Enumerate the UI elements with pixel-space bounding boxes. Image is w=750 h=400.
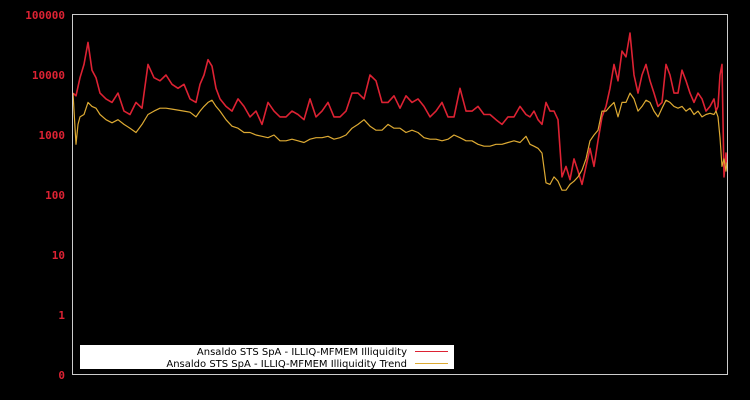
series-illiquidity-line <box>72 32 728 186</box>
legend-box <box>80 345 454 369</box>
legend-label-illiquidity-trend: Ansaldo STS SpA - ILLIQ-MFMEM Illiquidit… <box>166 359 407 370</box>
y-tick-label: 100000 <box>25 9 65 22</box>
y-tick-label: 10000 <box>32 69 65 82</box>
y-tick-label: 10 <box>52 249 65 262</box>
y-tick-label: 0 <box>58 369 65 382</box>
y-tick-label: 100 <box>45 189 65 202</box>
legend-label-illiquidity: Ansaldo STS SpA - ILLIQ-MFMEM Illiquidit… <box>197 347 407 358</box>
y-tick-label: 1000 <box>39 129 66 142</box>
series-layer <box>72 32 728 191</box>
y-tick-label: 1 <box>58 309 65 322</box>
legend: Ansaldo STS SpA - ILLIQ-MFMEM Illiquidit… <box>80 345 454 370</box>
series-illiquidity-trend-line <box>72 92 728 191</box>
plot-frame <box>72 14 728 375</box>
